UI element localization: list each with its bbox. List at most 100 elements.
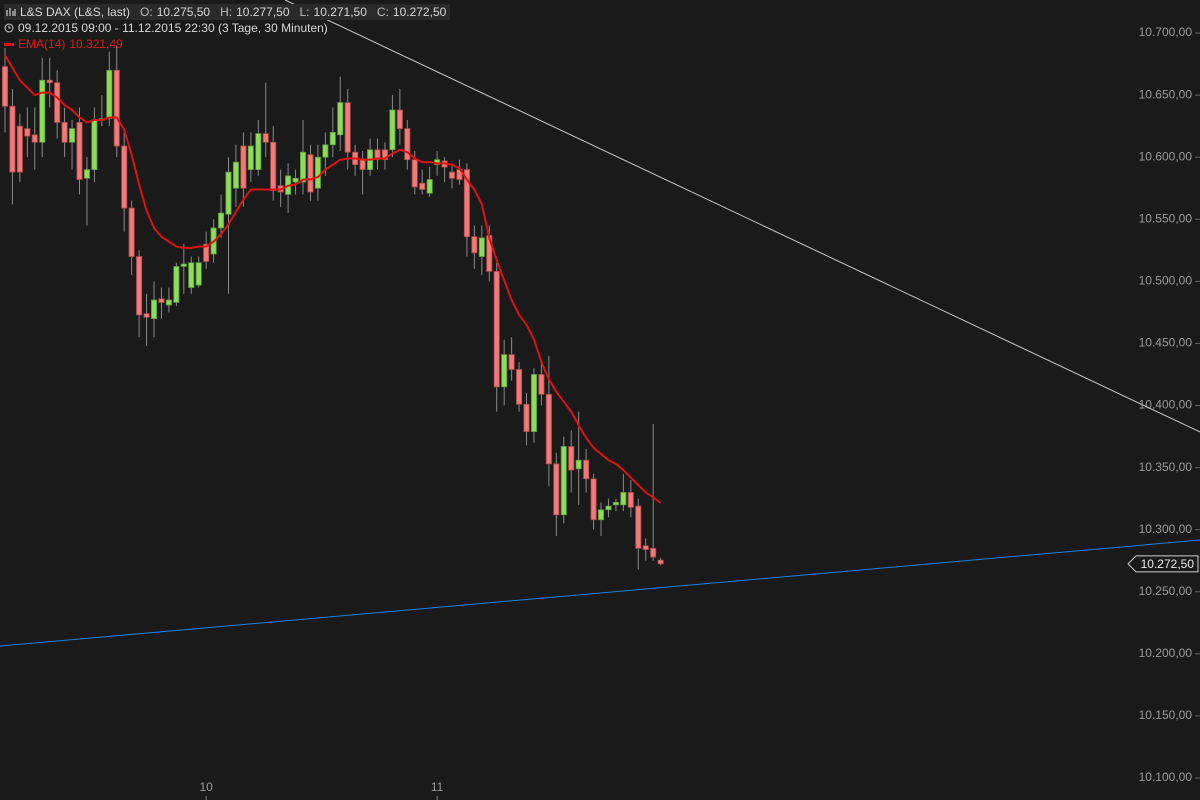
candle-body — [493, 271, 500, 388]
ema-value: 10.321,49 — [69, 37, 123, 51]
quote-value: 10.277,50 — [236, 5, 290, 19]
candle-body — [9, 105, 16, 173]
candle-body — [218, 212, 225, 229]
candle-body — [136, 256, 143, 316]
quote-label: L: — [299, 5, 310, 19]
trendline — [0, 539, 1200, 647]
candle-body — [381, 149, 388, 161]
candle-body — [620, 492, 627, 506]
candle-body — [61, 122, 68, 143]
candle-body — [165, 299, 172, 306]
y-tick-label: 10.550,00 — [1139, 211, 1193, 225]
candle-body — [299, 151, 307, 183]
candle-body — [590, 478, 597, 521]
x-tick-label: 11 — [431, 780, 444, 794]
ema-line — [4, 54, 662, 504]
candle-body — [449, 171, 456, 179]
candle-body — [389, 109, 396, 151]
candle-body — [76, 122, 83, 180]
candle-body — [121, 145, 128, 209]
y-tick-label: 10.450,00 — [1139, 336, 1193, 350]
y-tick-label: 10.150,00 — [1139, 708, 1193, 722]
candle-body — [553, 463, 560, 516]
candle-body — [247, 145, 254, 171]
candle-body — [501, 354, 508, 388]
ema-name: EMA(14) — [18, 37, 66, 51]
candle-body — [396, 109, 403, 130]
trendline — [284, 0, 1200, 433]
candle-body — [523, 403, 530, 433]
y-tick-label: 10.700,00 — [1139, 25, 1193, 39]
y-tick-label: 10.300,00 — [1139, 522, 1193, 536]
candle-body — [508, 354, 515, 370]
candle-body — [322, 144, 329, 158]
candle-body — [173, 266, 180, 303]
candle-body — [463, 169, 470, 238]
quote-value: 10.275,50 — [156, 5, 211, 19]
candle-body — [419, 182, 426, 190]
instrument: L&S DAX (L&S, last) — [20, 5, 131, 19]
candle-body — [31, 134, 38, 143]
quote-value: 10.271,50 — [313, 5, 367, 19]
candle-body — [329, 131, 336, 146]
candle-body — [143, 313, 150, 318]
last-price-tag — [1127, 555, 1199, 573]
clock-icon — [4, 23, 14, 33]
candle-body — [225, 171, 232, 215]
quote-label: O: — [140, 5, 153, 19]
quote-label: C: — [376, 5, 389, 19]
candle-body — [69, 128, 76, 143]
candle-body — [188, 262, 195, 288]
candle-body — [374, 149, 381, 161]
candle-body — [1, 66, 8, 107]
candle-body — [583, 459, 590, 480]
candle-body — [150, 299, 158, 320]
candle-body — [91, 119, 98, 171]
candle-body — [575, 459, 582, 470]
y-tick-label: 10.200,00 — [1139, 646, 1193, 660]
candle-body — [359, 159, 366, 171]
candle-body — [411, 159, 418, 188]
candle-body — [530, 374, 537, 433]
chart-header: L&S DAX (L&S, last) O: 10.275,50 H: 10.277… — [4, 4, 451, 52]
candle-body — [16, 125, 23, 173]
candle-body — [270, 141, 277, 192]
candle-body — [240, 145, 247, 189]
candle-body — [642, 545, 649, 550]
ema-swatch — [4, 43, 14, 46]
candle-body — [657, 559, 664, 565]
candle-body — [404, 128, 411, 161]
candle-body — [560, 446, 567, 516]
candle-body — [46, 79, 53, 84]
candle-body — [545, 393, 552, 465]
candle-body — [627, 492, 634, 508]
y-tick-label: 10.250,00 — [1139, 584, 1193, 598]
quote-row: L&S DAX (L&S, last) O: 10.275,50 H: 10.277… — [4, 4, 451, 20]
candle-body — [106, 69, 113, 120]
candle-body — [24, 128, 31, 137]
x-tick-label: 10 — [199, 780, 213, 794]
candle-body — [262, 133, 269, 143]
y-tick-label: 10.100,00 — [1139, 770, 1193, 784]
candle-body — [635, 505, 642, 549]
candle-body — [344, 102, 351, 153]
candle-body — [478, 237, 485, 257]
period-row: 09.12.2015 09:00 - 11.12.2015 22:30 (3 T… — [4, 20, 450, 36]
candle-body — [255, 133, 262, 171]
chart-icon — [6, 8, 16, 16]
y-tick-label: 10.500,00 — [1139, 274, 1193, 288]
y-tick-label: 10.600,00 — [1139, 149, 1193, 163]
candle-body — [307, 154, 314, 193]
quote-value: 10.272,50 — [392, 5, 447, 19]
candle-body — [232, 161, 239, 189]
candle-body — [538, 374, 545, 395]
period: 09.12.2015 09:00 - 11.12.2015 22:30 (3 T… — [18, 21, 328, 35]
y-tick-label: 10.400,00 — [1139, 398, 1193, 412]
candle-body — [612, 501, 619, 506]
candle-body — [180, 263, 187, 267]
candle-body — [605, 505, 612, 511]
candle-body — [650, 547, 657, 558]
last-price-label: 10.272,50 — [1141, 557, 1195, 571]
